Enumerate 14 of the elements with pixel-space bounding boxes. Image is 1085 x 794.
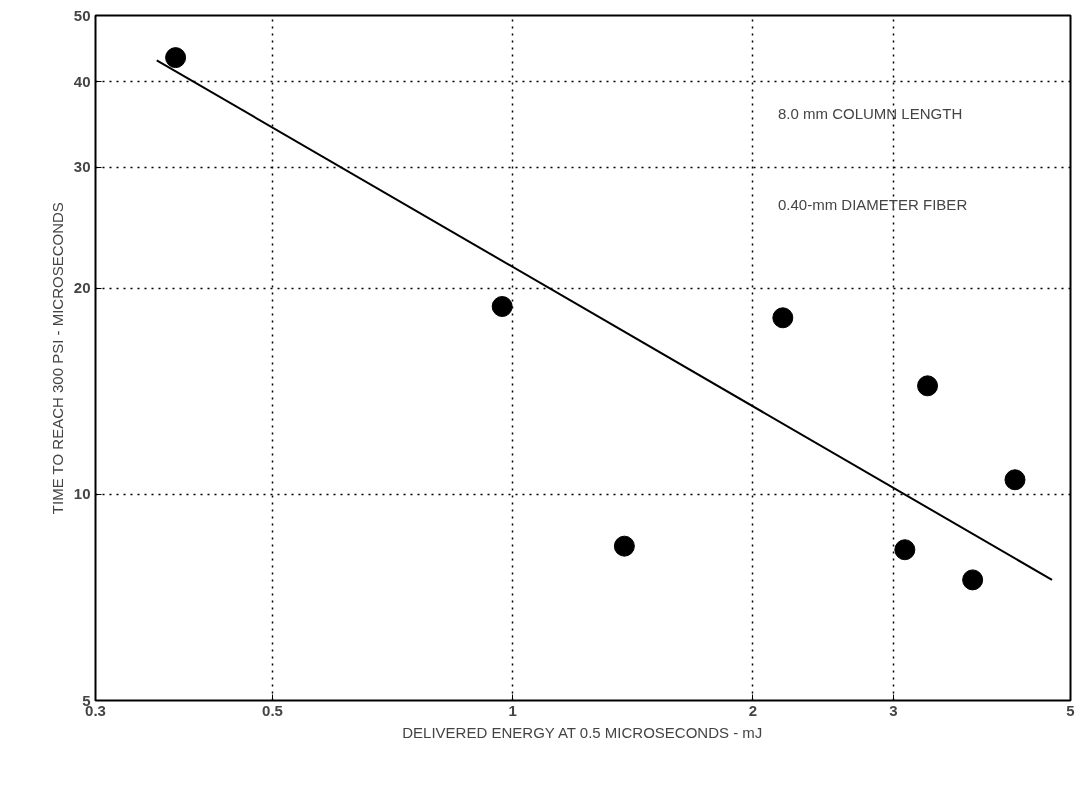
x-tick-label: 5 [1066,701,1075,719]
y-tick-label: 30 [73,158,91,176]
x-tick-label: 0.5 [262,701,283,719]
x-tick-label: 2 [748,701,758,719]
y-tick-label: 20 [73,279,91,297]
annotation: 8.0 mm COLUMN LENGTH [778,104,963,122]
x-axis-title: DELIVERED ENERGY AT 0.5 MICROSECONDS - mJ [402,723,763,741]
x-tick-label: 1 [508,701,517,719]
y-tick-label: 10 [73,485,91,503]
annotation: 0.40-mm DIAMETER FIBER [778,195,968,213]
y-tick-label: 40 [73,72,91,90]
y-tick-label: 50 [73,6,91,24]
y-axis-title: TIME TO REACH 300 PSI - MICROSECONDS [48,202,66,515]
x-tick-label: 3 [889,701,898,719]
